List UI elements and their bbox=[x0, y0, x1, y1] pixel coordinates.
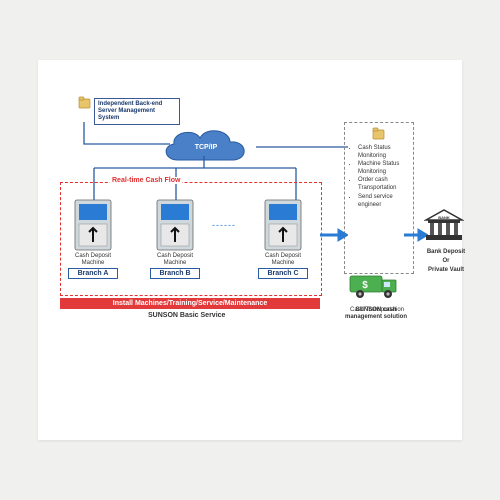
atm-icon bbox=[153, 198, 197, 252]
diagram-canvas: Independent Back-end Server Management S… bbox=[38, 60, 462, 440]
bank-vault: BANK Bank Deposit Or Private Vault bbox=[424, 208, 468, 275]
cash-deposit-machine-b: Cash Deposit Machine Branch B bbox=[150, 198, 200, 279]
mgmt-feature-list: Cash Status Monitoring Machine Status Mo… bbox=[350, 144, 408, 209]
mgmt-item: Order cash Transportation bbox=[358, 176, 408, 192]
atm-icon bbox=[71, 198, 115, 252]
machine-label: Cash Deposit Machine bbox=[150, 253, 200, 266]
basic-service-label: SUNSON Basic Service bbox=[148, 312, 225, 319]
install-service-label: Install Machines/Training/Service/Mainte… bbox=[113, 300, 267, 307]
svg-text:BANK: BANK bbox=[438, 215, 450, 220]
mgmt-item: Send service engineer bbox=[358, 193, 408, 209]
link-backend-cloud bbox=[78, 108, 188, 158]
mgmt-solution-box: Cash Status Monitoring Machine Status Mo… bbox=[344, 122, 414, 274]
branch-label: Branch C bbox=[258, 268, 308, 279]
truck-label: Cash Transportation bbox=[348, 307, 406, 313]
ellipsis-dots: ------ bbox=[212, 220, 236, 230]
bank-label-1: Bank Deposit bbox=[424, 249, 468, 256]
atm-icon bbox=[261, 198, 305, 252]
link-cloud-mgmt bbox=[256, 142, 356, 152]
realtime-cashflow-title: Real-time Cash Flow bbox=[110, 177, 182, 184]
truck-icon: $ bbox=[348, 272, 402, 300]
mgmt-item: Cash Status Monitoring bbox=[358, 144, 408, 160]
bank-label-2: Or bbox=[424, 258, 468, 265]
branch-label: Branch A bbox=[68, 268, 118, 279]
arrow-branches-to-truck bbox=[320, 228, 348, 242]
machine-label: Cash Deposit Machine bbox=[258, 253, 308, 266]
bank-label-3: Private Vault bbox=[424, 267, 468, 274]
cash-deposit-machine-c: Cash Deposit Machine Branch C bbox=[258, 198, 308, 279]
svg-text:$: $ bbox=[362, 280, 368, 291]
branch-label: Branch B bbox=[150, 268, 200, 279]
mgmt-folder-icon bbox=[372, 127, 386, 141]
cash-transport-truck: $ Cash Transportation bbox=[348, 272, 406, 313]
bank-icon: BANK bbox=[424, 208, 464, 242]
mgmt-item: Machine Status Monitoring bbox=[358, 160, 408, 176]
machine-label: Cash Deposit Machine bbox=[68, 253, 118, 266]
install-service-bar: Install Machines/Training/Service/Mainte… bbox=[60, 298, 320, 309]
cash-deposit-machine-a: Cash Deposit Machine Branch A bbox=[68, 198, 118, 279]
